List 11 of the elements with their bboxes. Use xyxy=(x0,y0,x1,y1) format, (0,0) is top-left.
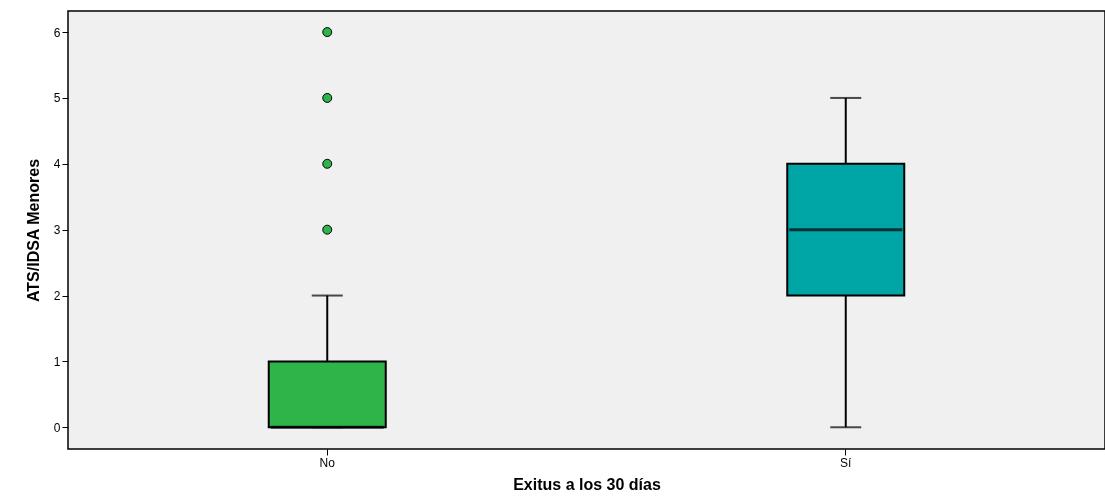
y-tick-label: 3 xyxy=(53,223,61,238)
y-tick-label: 1 xyxy=(53,354,61,369)
x-tick-label: No xyxy=(319,455,336,470)
y-tick-label: 2 xyxy=(53,289,61,304)
y-tick-label: 6 xyxy=(53,25,61,40)
y-axis-title: ATS/IDSA Menores xyxy=(24,158,42,303)
y-tick-label: 0 xyxy=(53,420,61,435)
y-tick-label: 4 xyxy=(53,157,61,172)
x-tick-label: Sí xyxy=(840,455,853,470)
x-axis-title: Exitus a los 30 días xyxy=(513,475,661,493)
y-tick-label: 5 xyxy=(53,91,61,106)
